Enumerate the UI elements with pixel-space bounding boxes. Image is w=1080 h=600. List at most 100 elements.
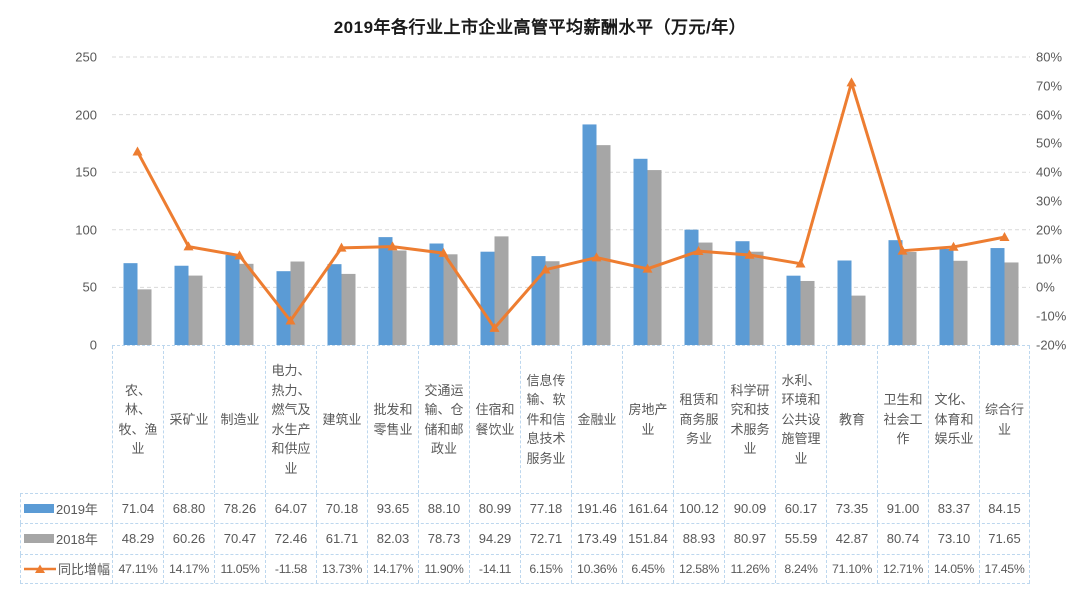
bar-2019 (990, 248, 1005, 345)
line-marker (540, 264, 551, 274)
bar-2018 (698, 242, 713, 345)
right-axis-tick: 80% (1036, 49, 1063, 65)
line-marker (387, 241, 398, 251)
table-value: 71.65 (979, 524, 1030, 554)
table-value: 12.71% (877, 554, 928, 583)
bar-2018 (800, 280, 815, 345)
table-value: 78.26 (214, 494, 265, 524)
line-marker (999, 231, 1010, 241)
table-value: 73.10 (928, 524, 979, 554)
table-value: 93.65 (367, 494, 418, 524)
table-value: 14.17% (163, 554, 214, 583)
left-axis-tick: 150 (75, 164, 97, 180)
table-value: 10.36% (571, 554, 622, 583)
table-value: 82.03 (367, 524, 418, 554)
bar-2019 (582, 124, 597, 345)
table-value: 64.07 (265, 494, 316, 524)
table-value: 161.64 (622, 494, 673, 524)
table-value: 6.45% (622, 554, 673, 583)
category-label: 采矿业 (163, 346, 214, 493)
category-label: 住宿和餐饮业 (469, 346, 520, 493)
bar-2019 (786, 275, 801, 345)
bar-2018 (137, 289, 152, 345)
right-axis-tick: 30% (1036, 193, 1063, 209)
category-label: 文化、体育和娱乐业 (928, 346, 979, 493)
table-value: 60.26 (163, 524, 214, 554)
bar-2018 (239, 263, 254, 345)
bar-2018 (953, 260, 968, 345)
line-marker (234, 250, 245, 260)
right-axis-tick: 50% (1036, 135, 1063, 151)
bar-2019 (225, 254, 240, 345)
table-value: 55.59 (775, 524, 826, 554)
line-marker (948, 241, 959, 251)
right-axis-tick: 70% (1036, 78, 1063, 94)
category-label: 水利、环境和公共设施管理业 (775, 346, 826, 493)
category-label: 电力、热力、燃气及水生产和供应业 (265, 346, 316, 493)
table-value: 80.97 (724, 524, 775, 554)
left-axis-tick: 250 (75, 49, 97, 65)
table-value: 6.15% (520, 554, 571, 583)
category-label: 教育 (826, 346, 877, 493)
bar-2019 (684, 229, 699, 345)
bar-2019 (939, 248, 954, 345)
table-value: 61.71 (316, 524, 367, 554)
right-axis-tick: -10% (1036, 308, 1067, 324)
table-value: 13.73% (316, 554, 367, 583)
legend-cell-y2018: 2018年 (20, 524, 112, 554)
legend-cell-y2019: 2019年 (20, 494, 112, 524)
table-value: 47.11% (112, 554, 163, 583)
line-marker (336, 242, 347, 252)
category-label: 科学研究和技术服务业 (724, 346, 775, 493)
table-value: 11.90% (418, 554, 469, 583)
table-value: 8.24% (775, 554, 826, 583)
category-label: 批发和零售业 (367, 346, 418, 493)
table-value: 60.17 (775, 494, 826, 524)
line-marker (132, 146, 143, 156)
bar-2018 (851, 295, 866, 345)
line-marker (489, 322, 500, 332)
line-marker (285, 315, 296, 325)
right-axis-tick: 0% (1036, 279, 1055, 295)
left-axis-tick: 100 (75, 222, 97, 238)
table-value: 68.80 (163, 494, 214, 524)
category-label: 综合行业 (979, 346, 1030, 493)
right-axis-tick: 20% (1036, 222, 1063, 238)
category-label: 金融业 (571, 346, 622, 493)
bar-2018 (647, 170, 662, 345)
line-marker (744, 249, 755, 259)
left-axis-tick: 50 (82, 279, 97, 295)
category-label: 信息传输、软件和信息技术服务业 (520, 346, 571, 493)
table-row-yoy: 同比增幅 47.11% 14.17% 11.05% -11.58 13.73% 14.17%… (20, 553, 1030, 584)
category-label: 房地产业 (622, 346, 673, 493)
bar-2019 (633, 158, 648, 345)
legend-swatch-icon (24, 504, 54, 514)
legend-line-icon (24, 564, 56, 573)
table-value: 71.04 (112, 494, 163, 524)
legend-label: 2019年 (56, 502, 98, 518)
line-marker (642, 263, 653, 273)
table-value: 84.15 (979, 494, 1030, 524)
category-label: 卫生和社会工作 (877, 346, 928, 493)
data-table: 2019年 71.04 68.80 78.26 64.07 70.18 93.65 88.10… (20, 493, 1030, 584)
table-value: 80.99 (469, 494, 520, 524)
table-value: 71.10% (826, 554, 877, 583)
bar-2018 (545, 261, 560, 345)
table-value: 151.84 (622, 524, 673, 554)
table-value: 78.73 (418, 524, 469, 554)
bar-2018 (749, 251, 764, 345)
table-value: 88.10 (418, 494, 469, 524)
right-axis-tick: -20% (1036, 337, 1067, 353)
bar-2019 (531, 256, 546, 345)
bar-2018 (1004, 262, 1019, 345)
table-value: 91.00 (877, 494, 928, 524)
bar-2018 (596, 145, 611, 345)
table-value: 48.29 (112, 524, 163, 554)
line-marker (795, 258, 806, 268)
right-axis: 80% 70% 60% 50% 40% 30% 20% 10% 0% -10% -20% (1036, 0, 1080, 600)
right-axis-tick: 40% (1036, 164, 1063, 180)
left-axis-tick: 0 (89, 337, 97, 353)
table-value: 94.29 (469, 524, 520, 554)
